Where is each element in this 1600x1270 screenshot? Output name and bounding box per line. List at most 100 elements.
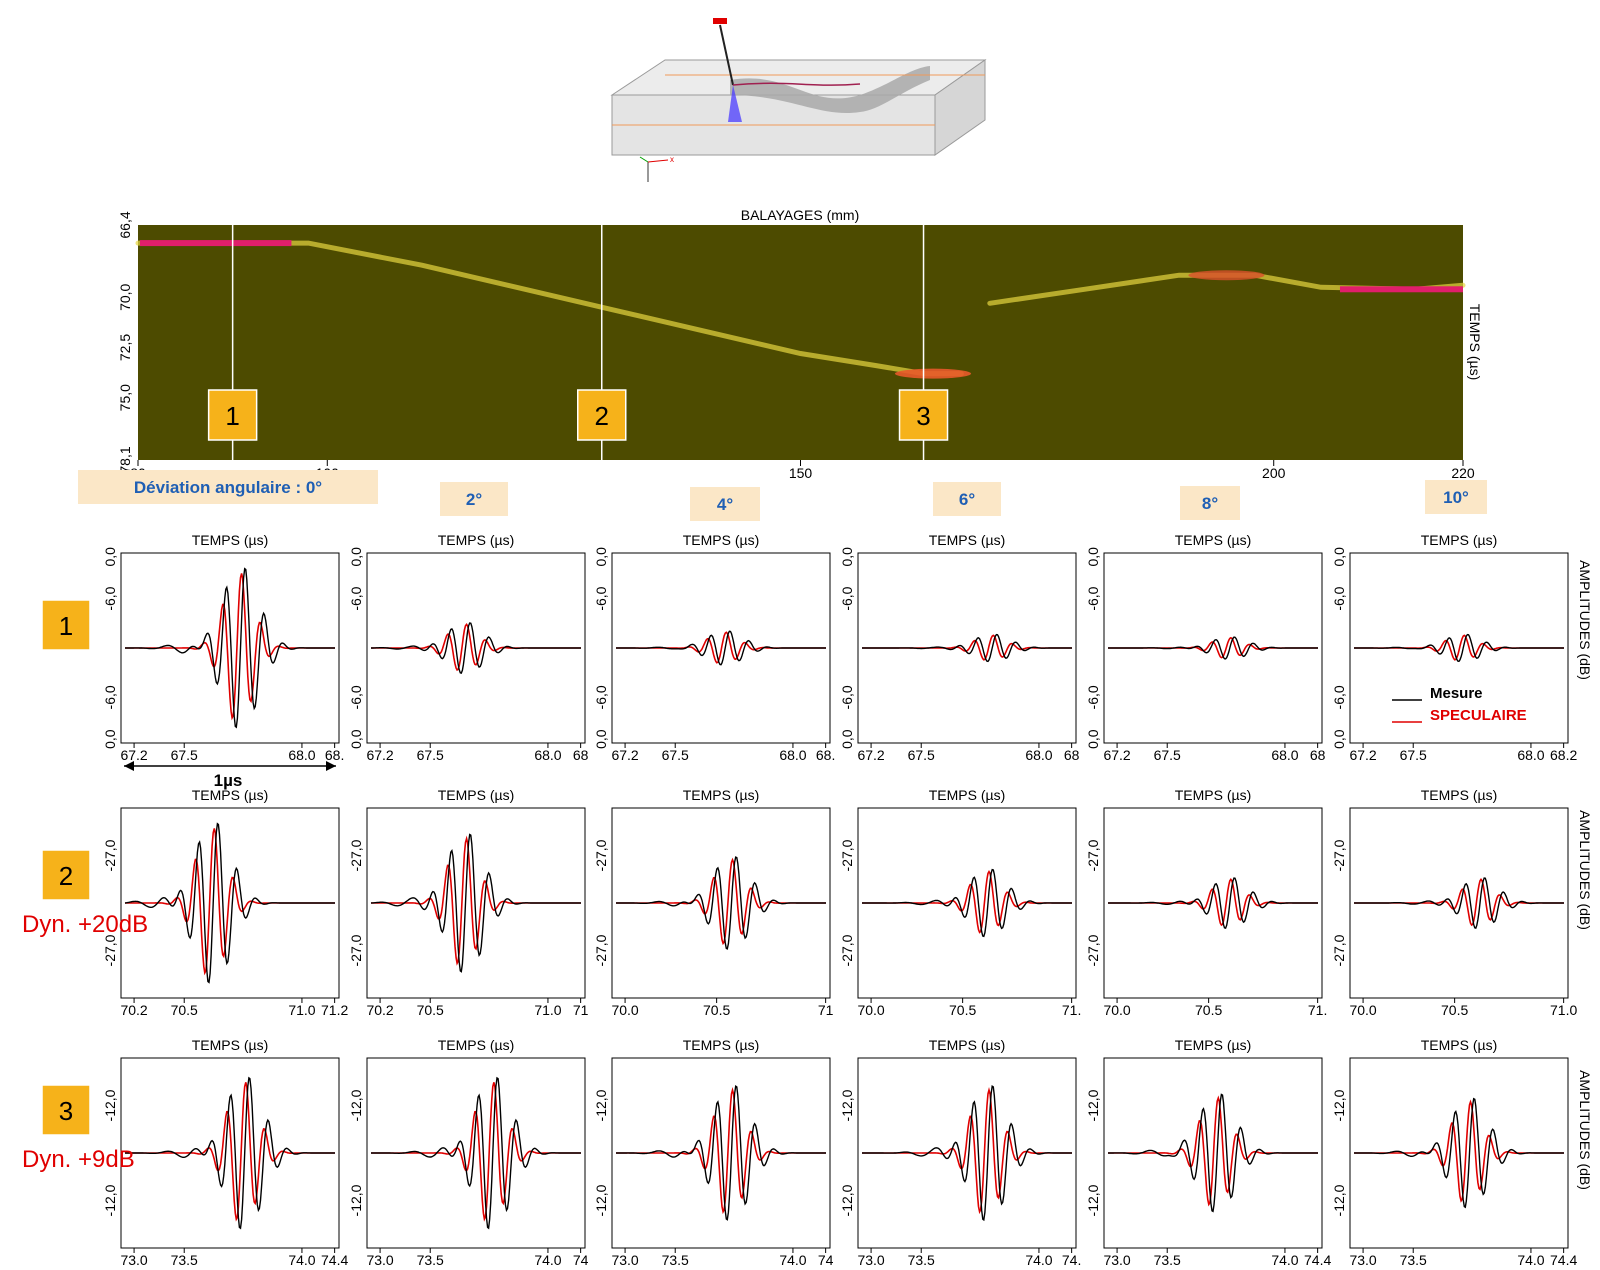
ascan-x-tick-label: 67.2 (611, 747, 638, 763)
ascan-x-tick-label: 67.5 (1400, 747, 1427, 763)
ascan-y-tick-label: -27,0 (593, 839, 609, 871)
ascan-x-tick-label: 73.5 (662, 1252, 689, 1268)
svg-text:x: x (670, 155, 674, 164)
ascan-x-tick-label: 68.0 (288, 747, 315, 763)
ascan-y-tick-label: -12,0 (1331, 1089, 1347, 1121)
ascan-y-tick-label: -12,0 (348, 1089, 364, 1121)
ascan-y-tick-label: 0,0 (348, 729, 364, 749)
ascan-y-tick-label: -12,0 (593, 1184, 609, 1216)
ascan-x-tick-label: 67.5 (171, 747, 198, 763)
ascan-x-tick-label: 73.5 (908, 1252, 935, 1268)
ascan-x-tick-label: 68.0 (1271, 747, 1298, 763)
row-marker-1 (41, 599, 91, 651)
bscan-x-tick-label: 220 (1451, 465, 1475, 481)
ascan-x-tick-label: 74.4 (1304, 1252, 1331, 1268)
ascan-title: TEMPS (µs) (438, 532, 515, 548)
ascan-y-tick-label: 0,0 (1085, 729, 1101, 749)
position-marker-label-2: 2 (595, 401, 609, 431)
mesure-trace (1108, 877, 1318, 929)
bscan-y-tick-label: 78,1 (117, 446, 133, 473)
mesure-trace (1354, 633, 1564, 663)
ascan-title: TEMPS (µs) (438, 1037, 515, 1053)
angle-box-3 (933, 482, 1001, 516)
ascan-x-tick-label: 67.5 (908, 747, 935, 763)
ascan-x-tick-label: 67.5 (662, 747, 689, 763)
ascan-x-tick-label: 70.0 (611, 1002, 638, 1018)
mesure-trace (1108, 636, 1318, 660)
ascan-x-tick-label: 70.0 (857, 1002, 884, 1018)
pulse-width-indicator: 1µs (124, 761, 336, 790)
ascan-y-tick-label: -27,0 (593, 934, 609, 966)
angle-box-0 (78, 470, 378, 504)
position-marker-label-1: 1 (225, 401, 239, 431)
angle-label-1: 2° (466, 490, 482, 509)
bscan-y-tick-label: 66,4 (117, 211, 133, 238)
ascan-y-tick-label: -6,0 (348, 685, 364, 709)
position-marker-label-3: 3 (916, 401, 930, 431)
ascan-title: TEMPS (µs) (1421, 1037, 1498, 1053)
mesure-trace (370, 833, 581, 973)
ascan-y-tick-label: 0,0 (839, 547, 855, 567)
ascan-2-5: TEMPS (µs) -27,0 -27,0 70.0 70.5 71.0 (1331, 787, 1577, 1018)
mesure-trace (862, 633, 1072, 663)
ascan-x-tick-label: 68.0 (1517, 747, 1544, 763)
ascan-y-tick-label: 0,0 (1331, 547, 1347, 567)
ascan-2-4: TEMPS (µs) -27,0 -27,0 70.0 70.5 71. (1085, 787, 1327, 1018)
ascan-x-tick-label: 70.2 (120, 1002, 147, 1018)
ascan-x-tick-label: 70.2 (366, 1002, 393, 1018)
ascan-x-tick-label: 70.5 (949, 1002, 976, 1018)
ascan-x-tick-label: 67.2 (120, 747, 147, 763)
bscan-chart: BALAYAGES (mm) 123 80100150200220 66,470… (117, 207, 1483, 481)
ascan-y-tick-label: 0,0 (348, 547, 364, 567)
mesure-trace (1108, 1093, 1318, 1213)
ascan-x-tick-label: 71.0 (534, 1002, 561, 1018)
ascan-x-tick-label: 70.5 (703, 1002, 730, 1018)
ascan-title: TEMPS (µs) (1421, 787, 1498, 803)
ascan-y-tick-label: -6,0 (102, 586, 118, 610)
bscan-plot-area (138, 225, 1463, 460)
ascan-title: TEMPS (µs) (1175, 787, 1252, 803)
ascan-y-tick-label: 0,0 (1085, 547, 1101, 567)
ascan-y-tick-label: -12,0 (102, 1089, 118, 1121)
ascan-y-tick-label: -6,0 (593, 685, 609, 709)
position-marker-3 (898, 389, 949, 441)
row-marker-label-2: 2 (59, 861, 73, 891)
ascan-x-tick-label: 68.0 (779, 747, 806, 763)
ascan-x-tick-label: 74.4 (1550, 1252, 1577, 1268)
angle-label-3: 6° (959, 490, 975, 509)
ascan-y-tick-label: 0,0 (102, 729, 118, 749)
ascan-2-3: TEMPS (µs) -27,0 -27,0 70.0 70.5 71. (839, 787, 1081, 1018)
bscan-x-tick-label: 150 (789, 465, 813, 481)
ascan-y-tick-label: 0,0 (593, 729, 609, 749)
mesure-trace (616, 856, 826, 950)
ascan-title: TEMPS (µs) (1175, 1037, 1252, 1053)
row-markers: 1 2 Dyn. +20dB 3 Dyn. +9dB (22, 599, 148, 1173)
mesure-trace (862, 1085, 1072, 1222)
ascan-x-tick-label: 71 (573, 1002, 589, 1018)
ascan-x-tick-label: 73.0 (857, 1252, 884, 1268)
bscan-y-axis-label: TEMPS (µs) (1467, 304, 1483, 381)
angle-label-2: 4° (717, 495, 733, 514)
ascan-x-tick-label: 74 (573, 1252, 589, 1268)
ascan-1-2: TEMPS (µs)0,0-6,0-6,00,067.2 67.5 68.0 68. (593, 532, 835, 763)
ascan-y-tick-label: -12,0 (1085, 1184, 1101, 1216)
ascan-x-tick-label: 70.0 (1103, 1002, 1130, 1018)
ascan-y-tick-label: -12,0 (1085, 1089, 1101, 1121)
mesure-trace (371, 1076, 581, 1230)
ascan-x-tick-label: 73.5 (417, 1252, 444, 1268)
ascan-y-tick-label: 0,0 (839, 729, 855, 749)
ascan-title: TEMPS (µs) (683, 1037, 760, 1053)
ascan-y-tick-label: -27,0 (1331, 934, 1347, 966)
echo-hotspot-2 (1188, 270, 1265, 281)
ascan-x-tick-label: 68.2 (1550, 747, 1577, 763)
bscan-y-tick-label: 75,0 (117, 384, 133, 411)
specimen-3d-view: x (610, 0, 990, 195)
ascan-y-tick-label: -6,0 (839, 685, 855, 709)
ascan-x-tick-label: 74.0 (779, 1252, 806, 1268)
ascan-x-tick-label: 68 (1064, 747, 1080, 763)
bscan-title: BALAYAGES (mm) (741, 207, 860, 223)
ascan-x-tick-label: 67.2 (857, 747, 884, 763)
position-marker-2 (577, 389, 627, 441)
ascan-y-tick-label: -6,0 (1331, 685, 1347, 709)
